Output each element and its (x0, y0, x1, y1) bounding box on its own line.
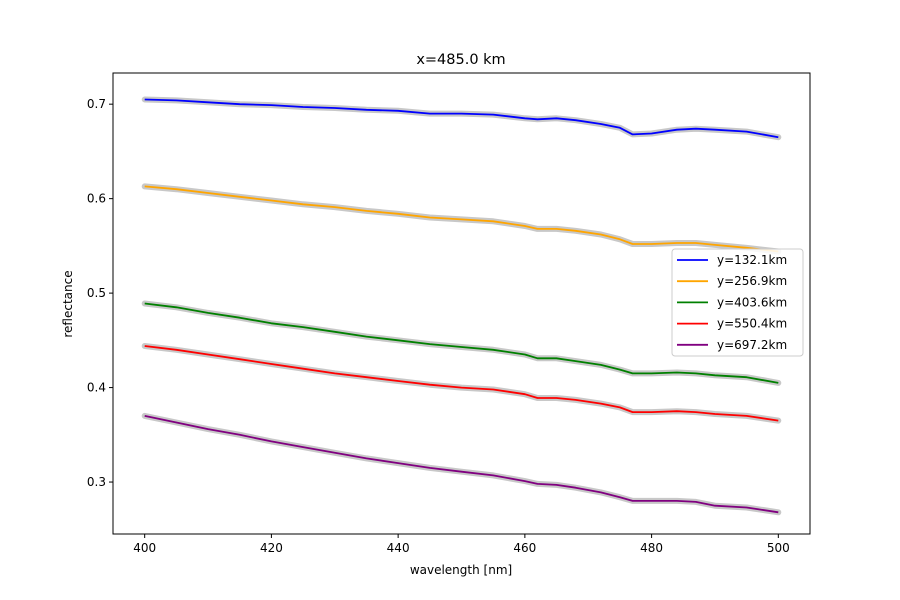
x-tick-label: 440 (387, 541, 410, 555)
series-1-line (144, 185, 779, 253)
x-tick-label: 480 (640, 541, 663, 555)
series-2-line (144, 302, 779, 384)
series-4-line (144, 415, 779, 514)
plot-frame (112, 72, 811, 535)
legend-label-0: y=132.1km (717, 253, 787, 267)
x-tick-label: 460 (513, 541, 536, 555)
chart-title: x=485.0 km (416, 52, 505, 68)
y-tick-label: 0.5 (87, 286, 106, 300)
legend-label-2: y=403.6km (717, 295, 787, 309)
x-axis-label: wavelength [nm] (410, 563, 512, 577)
legend-label-4: y=697.2km (717, 338, 787, 352)
y-tick-label: 0.6 (87, 192, 106, 206)
legend: y=132.1km y=256.9km y=403.6km y=550.4km y=69… (671, 248, 804, 357)
y-axis-label: reflectance (61, 270, 75, 337)
legend-label-3: y=550.4km (717, 317, 787, 331)
plot-area (141, 96, 782, 516)
x-tick-label: 500 (767, 541, 790, 555)
y-tick-label: 0.7 (87, 97, 106, 111)
legend-box (671, 248, 804, 357)
y-tick-label: 0.3 (87, 475, 106, 489)
y-tick-label: 0.4 (87, 381, 106, 395)
y-axis-ticks: 0.3 0.4 0.5 0.6 0.7 (87, 97, 113, 489)
x-tick-label: 420 (260, 541, 283, 555)
series-0-line (144, 98, 779, 139)
x-axis-ticks: 400 420 440 460 480 500 (133, 534, 790, 555)
legend-label-1: y=256.9km (717, 274, 787, 288)
series-3-line (144, 345, 779, 422)
x-tick-label: 400 (133, 541, 156, 555)
